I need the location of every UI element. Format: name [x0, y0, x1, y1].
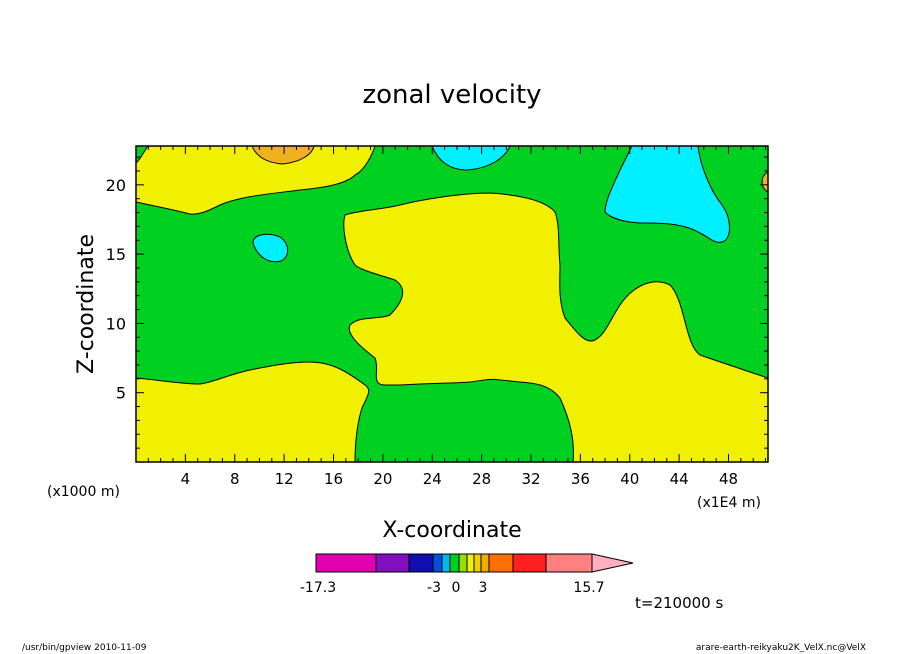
x-tick-label: 12: [275, 470, 294, 488]
contour-region-yellow-top-left: [136, 146, 376, 215]
x-tick-label: 40: [620, 470, 639, 488]
x-tick-labels: 4 8 12 16 20 24 28 32 36 40 44 48: [181, 470, 738, 488]
chart-title: zonal velocity: [362, 80, 541, 110]
colorbar-swatch: [466, 553, 475, 573]
x-axis-label: X-coordinate: [382, 518, 521, 543]
x-tick-label: 20: [373, 470, 392, 488]
y-tick-label: 15: [106, 245, 126, 264]
colorbar-swatch: [473, 553, 482, 573]
time-label: t=210000 s: [635, 594, 723, 612]
x-tick-label: 48: [719, 470, 738, 488]
x-tick-label: 44: [670, 470, 689, 488]
y-tick-label: 5: [116, 384, 126, 403]
y-tick-label: 10: [106, 314, 126, 333]
colorbar-swatch: [408, 553, 434, 573]
colorbar-label: 3: [479, 580, 488, 596]
plot-frame: [135, 145, 769, 463]
colorbar-swatch: [480, 553, 490, 573]
x-unit-left: (x1000 m): [47, 484, 120, 500]
colorbar-label: -3: [427, 580, 441, 596]
y-tick-labels: 5 10 15 20: [106, 176, 126, 403]
x-tick-label: 24: [423, 470, 442, 488]
x-tick-label: 8: [230, 470, 240, 488]
x-tick-label: 28: [472, 470, 491, 488]
contour-region-green-upper: [136, 146, 768, 462]
colorbar-label: -17.3: [300, 580, 336, 596]
colorbar-swatch: [432, 553, 443, 573]
y-axis-label: Z-coordinate: [74, 234, 99, 374]
x-tick-label: 16: [324, 470, 343, 488]
contour-region-cyan-top: [431, 146, 511, 171]
axis-ticks: [136, 146, 768, 462]
colorbar: [315, 553, 634, 573]
colorbar-label: 15.7: [573, 580, 604, 596]
colorbar-swatch: [488, 553, 514, 573]
colorbar-swatch: [315, 553, 377, 573]
colorbar-over-arrow: [591, 553, 634, 573]
x-unit-right: (x1E4 m): [697, 495, 761, 511]
footer-left: /usr/bin/gpview 2010-11-09: [22, 643, 147, 653]
contour-region-cyan-right: [604, 146, 730, 243]
y-tick-label: 20: [106, 176, 126, 195]
contour-region-cyan-small: [252, 233, 289, 263]
x-tick-label: 4: [181, 470, 191, 488]
footer-right: arare-earth-reikyaku2K_VelX.nc@VelX: [696, 643, 866, 653]
colorbar-label: 0: [452, 580, 461, 596]
colorbar-swatch: [458, 553, 468, 573]
x-tick-label: 32: [521, 470, 540, 488]
plot-area: [135, 145, 769, 463]
colorbar-swatch: [441, 553, 451, 573]
colorbar-swatch: [545, 553, 593, 573]
contour-region-orange-top: [251, 146, 315, 165]
colorbar-swatch: [375, 553, 410, 573]
colorbar-swatch: [512, 553, 547, 573]
colorbar-labels: -17.3 -3 0 3 15.7: [300, 580, 605, 596]
colorbar-swatch: [449, 553, 460, 573]
x-tick-label: 36: [571, 470, 590, 488]
